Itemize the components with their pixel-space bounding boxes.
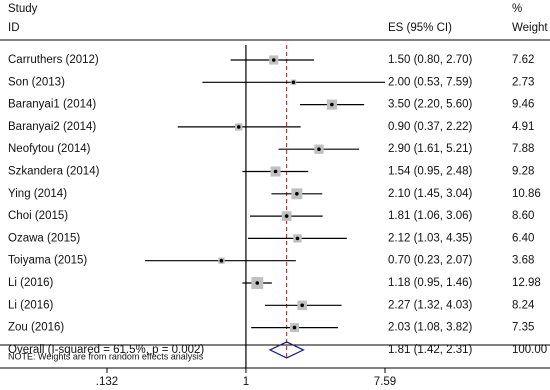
es-label: 1.50 (0.80, 2.70) bbox=[388, 54, 473, 66]
study-label: Ozawa (2015) bbox=[8, 232, 80, 244]
es-label: 2.10 (1.45, 3.04) bbox=[388, 188, 473, 200]
x-tick-label: 1 bbox=[243, 376, 249, 388]
overall-weight-label: 100.00 bbox=[512, 344, 547, 356]
es-label: 2.90 (1.61, 5.21) bbox=[388, 143, 473, 155]
weight-label: 3.68 bbox=[512, 255, 534, 267]
point-estimate bbox=[295, 236, 300, 241]
es-header: ES (95% CI) bbox=[388, 22, 452, 34]
weight-label: 7.62 bbox=[512, 54, 534, 66]
x-tick-label: .132 bbox=[96, 376, 118, 388]
point-estimate bbox=[255, 281, 260, 285]
weight-header: Weight bbox=[512, 22, 548, 34]
weight-label: 7.88 bbox=[512, 143, 534, 155]
study-label: Son (2013) bbox=[8, 76, 65, 88]
study-label: Toiyama (2015) bbox=[8, 255, 87, 267]
study-label: Baranyai1 (2014) bbox=[8, 99, 96, 111]
weight-label: 12.98 bbox=[512, 277, 541, 289]
es-label: 1.81 (1.06, 3.06) bbox=[388, 210, 473, 222]
point-estimate bbox=[219, 258, 224, 263]
study-label: Li (2016) bbox=[8, 299, 54, 311]
overall-es-label: 1.81 (1.42, 2.31) bbox=[388, 344, 473, 356]
weight-label: 9.46 bbox=[512, 99, 534, 111]
point-estimate bbox=[295, 192, 299, 196]
study-label: Baranyai2 (2014) bbox=[8, 121, 96, 133]
point-estimate bbox=[236, 125, 241, 129]
study-label: Li (2016) bbox=[8, 277, 54, 289]
study-label: Carruthers (2012) bbox=[8, 54, 99, 66]
study-label: Neofytou (2014) bbox=[8, 143, 91, 155]
point-estimate bbox=[330, 102, 334, 107]
point-estimate bbox=[273, 169, 278, 174]
study-label: Choi (2015) bbox=[8, 210, 68, 222]
note: NOTE: Weights are from random effects an… bbox=[8, 351, 204, 361]
es-label: 0.90 (0.37, 2.22) bbox=[388, 121, 473, 133]
weight-label: 8.60 bbox=[512, 210, 534, 222]
point-estimate bbox=[317, 147, 321, 151]
point-estimate bbox=[284, 214, 289, 218]
es-label: 0.70 (0.23, 2.07) bbox=[388, 255, 473, 267]
weight-label: 8.24 bbox=[512, 299, 535, 311]
overall-diamond bbox=[268, 341, 305, 359]
point-estimate bbox=[291, 80, 296, 85]
weight-label: 9.28 bbox=[512, 166, 534, 178]
study-label: Zou (2016) bbox=[8, 322, 64, 334]
point-estimate bbox=[271, 58, 276, 62]
es-label: 2.27 (1.32, 4.03) bbox=[388, 299, 473, 311]
overall-label: Overall (I-squared = 61.5%, p = 0.002) bbox=[8, 344, 204, 356]
study-label: Ying (2014) bbox=[8, 188, 67, 200]
id-header: ID bbox=[8, 22, 20, 34]
weight-label: 4.91 bbox=[512, 121, 534, 133]
point-estimate bbox=[292, 325, 297, 330]
es-label: 1.18 (0.95, 1.46) bbox=[388, 277, 473, 289]
pct-header: % bbox=[512, 3, 522, 15]
study-label: Szkandera (2014) bbox=[8, 166, 100, 178]
study-header: Study bbox=[8, 3, 38, 15]
es-label: 2.12 (1.03, 4.35) bbox=[388, 232, 473, 244]
es-label: 3.50 (2.20, 5.60) bbox=[388, 99, 473, 111]
weight-label: 10.86 bbox=[512, 188, 541, 200]
es-label: 2.00 (0.53, 7.59) bbox=[388, 76, 473, 88]
weight-label: 2.73 bbox=[512, 76, 534, 88]
point-estimate bbox=[300, 303, 304, 308]
es-label: 2.03 (1.08, 3.82) bbox=[388, 322, 473, 334]
x-tick-label: 7.59 bbox=[374, 376, 396, 388]
weight-label: 7.35 bbox=[512, 322, 534, 334]
weight-label: 6.40 bbox=[512, 232, 534, 244]
es-label: 1.54 (0.95, 2.48) bbox=[388, 166, 473, 178]
